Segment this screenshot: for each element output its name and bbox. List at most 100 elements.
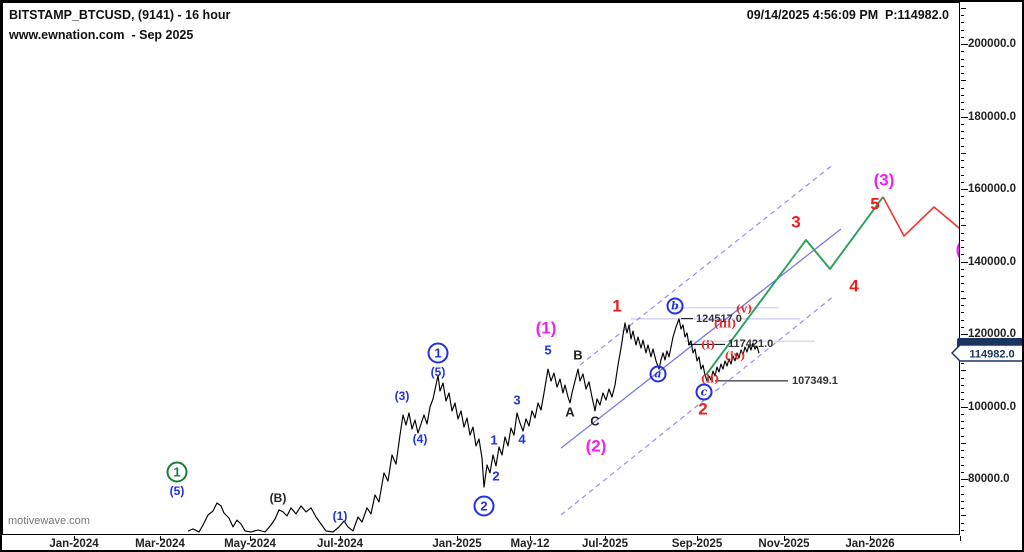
y-axis-tick	[961, 384, 964, 386]
time-axis[interactable]: Jan-2024 Mar-2024 May-2024 Jul-2024 Jan-2025…	[2, 536, 1022, 550]
y-axis-tick	[961, 160, 964, 161]
wave-label-4: 4	[849, 276, 859, 296]
x-axis-tick	[697, 536, 698, 541]
last-price-tag-shape	[951, 344, 1022, 362]
wave-label-3: (3)	[873, 170, 895, 190]
wave-label-5: (5)	[169, 484, 185, 498]
y-axis-tick	[961, 51, 964, 53]
y-axis-tick	[961, 276, 964, 277]
y-axis-tick	[961, 421, 964, 422]
wave-label-1: (1)	[332, 509, 348, 523]
wave-circle-b: b	[666, 297, 684, 315]
y-axis-tick	[961, 29, 964, 31]
y-axis-tick	[961, 486, 964, 488]
price-level-label: 107349.1	[792, 374, 838, 387]
y-axis-tick	[961, 268, 964, 270]
y-axis-label: 200000.0	[968, 38, 1016, 50]
y-axis-tick	[961, 464, 964, 466]
wave-circle-a: a	[649, 365, 667, 383]
channel-upper-dashed-line	[579, 163, 835, 366]
price-level-label: 117421.0	[728, 338, 774, 351]
y-axis-tick	[961, 297, 966, 299]
y-axis-tick	[961, 326, 964, 328]
wave-label-v: (v)	[735, 302, 753, 316]
x-axis-tick	[605, 536, 606, 541]
wave-label-4: (4)	[412, 432, 428, 446]
y-axis-tick	[961, 522, 964, 524]
motivewave-watermark: motivewave.com	[8, 515, 90, 527]
x-axis-label: Sep-2025	[671, 538, 723, 550]
x-axis-tick	[530, 536, 531, 541]
y-axis-tick	[961, 80, 966, 82]
wave-label-3: 3	[791, 212, 801, 232]
y-axis-tick	[961, 87, 964, 89]
y-axis-tick	[961, 508, 964, 509]
y-axis-tick	[961, 334, 968, 335]
y-axis-tick	[961, 44, 968, 45]
y-axis-tick	[961, 152, 966, 154]
wave-label-2: 2	[698, 399, 708, 419]
y-axis-tick	[961, 471, 964, 473]
y-axis-tick	[961, 218, 964, 219]
y-axis-tick	[961, 73, 964, 74]
y-axis-tick	[961, 442, 966, 444]
y-axis-tick	[961, 36, 964, 38]
y-axis-label: 160000.0	[968, 183, 1016, 195]
y-axis-tick	[961, 203, 964, 205]
price-axis[interactable]: 200000.0 180000.0 160000.0 140000.0 120000.0…	[961, 2, 1022, 535]
y-axis-tick	[961, 500, 964, 502]
y-axis-tick	[961, 413, 964, 415]
y-axis-tick	[961, 377, 964, 379]
y-axis-label: 180000.0	[968, 110, 1016, 123]
y-axis-tick	[961, 109, 964, 111]
y-axis-label: 120000.0	[968, 328, 1016, 340]
wave-label-5: 5	[544, 342, 552, 358]
y-axis-tick	[961, 210, 964, 212]
chart-title: BITSTAMP_BTCUSD, (9141) - 16 hour	[9, 8, 231, 22]
y-axis-tick	[961, 58, 964, 60]
wave-label-5: 5	[870, 194, 880, 214]
y-axis-tick	[961, 435, 964, 437]
wave-label-B: B	[573, 347, 583, 363]
chart-plot-area[interactable]: BITSTAMP_BTCUSD, (9141) - 16 hour www.ew…	[2, 2, 960, 535]
y-axis-tick	[961, 399, 964, 401]
y-axis-tick	[961, 312, 964, 314]
y-axis-tick	[961, 450, 964, 451]
y-axis-label: 100000.0	[968, 400, 1016, 413]
y-axis-tick	[961, 319, 964, 321]
y-axis-label: 80000.0	[968, 473, 1010, 485]
wave-label-4: (4)	[956, 241, 959, 258]
channel-median-line	[560, 228, 842, 449]
y-axis-tick	[961, 457, 964, 459]
wave-circle-1: 1	[166, 461, 188, 483]
y-axis-tick	[961, 189, 968, 190]
x-axis-tick	[250, 536, 251, 541]
x-axis-tick	[74, 536, 75, 541]
price-line	[187, 318, 760, 533]
wave-label-i: (i)	[700, 338, 716, 352]
last-price-tag-value: 114982.0	[969, 349, 1014, 361]
wave-circle-1: 1	[427, 342, 449, 364]
last-price-tag: 114982.0	[951, 338, 1022, 362]
y-axis-tick	[961, 123, 964, 125]
y-axis-tick	[961, 290, 964, 292]
x-axis-label: Jul-2024	[316, 538, 364, 550]
wave-label-iii: (iii)	[713, 317, 737, 331]
cursor-timestamp-price: 09/14/2025 4:56:09 PM P:114982.0	[746, 8, 949, 22]
x-axis-label: May-2024	[224, 538, 276, 550]
y-axis-tick	[961, 22, 964, 24]
y-axis-tick	[961, 65, 964, 67]
y-axis-tick	[961, 7, 966, 9]
y-axis-tick	[961, 392, 964, 393]
y-axis-tick	[961, 138, 964, 140]
wave-label-5: (5)	[430, 365, 446, 379]
x-axis-tick	[340, 536, 341, 541]
wave-label-iv: (iv)	[724, 349, 746, 363]
y-axis-tick	[961, 254, 964, 256]
price-level-label: 124517.0	[696, 312, 742, 325]
y-axis-tick	[961, 181, 964, 183]
y-axis-tick	[961, 131, 964, 132]
wave-label-2: 2	[492, 468, 500, 484]
wave-label-ii: (ii)	[700, 372, 720, 386]
